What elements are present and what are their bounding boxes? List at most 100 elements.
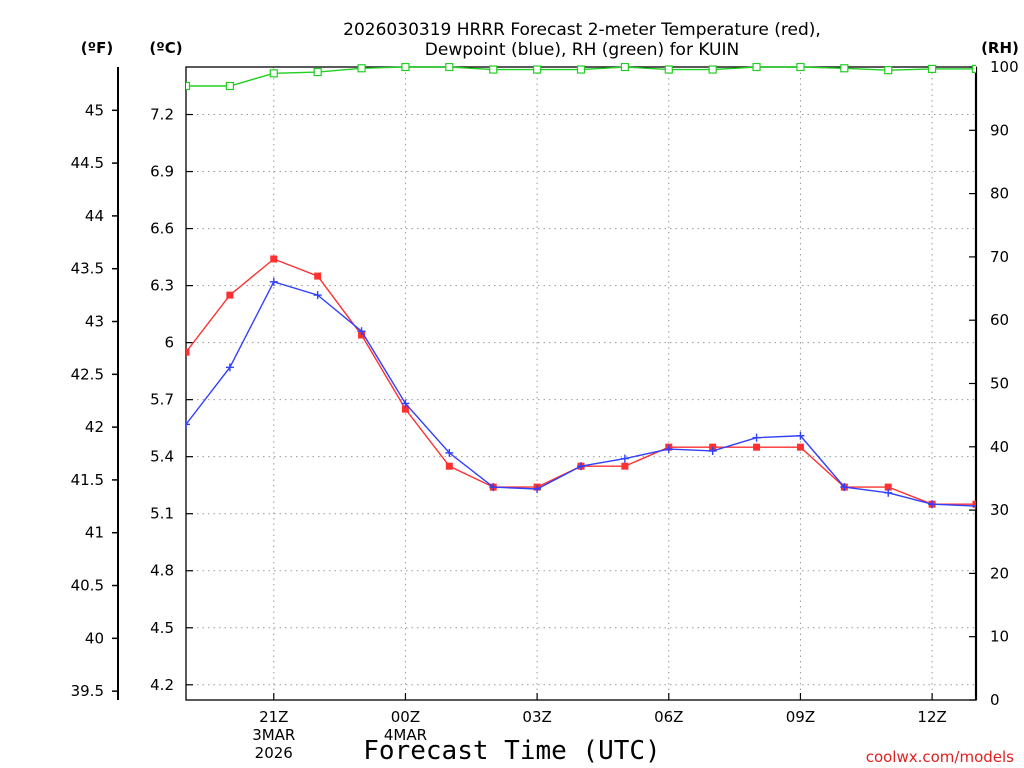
dewpoint-point — [313, 291, 322, 300]
temperature-point — [270, 255, 278, 263]
celsius-tick-label: 6.6 — [150, 220, 174, 238]
rh-point — [752, 63, 761, 72]
celsius-tick-label: 5.4 — [150, 448, 174, 466]
rh-tick-label: 30 — [990, 501, 1009, 519]
temperature-point — [314, 272, 322, 280]
dewpoint-point — [664, 445, 673, 454]
temperature-point — [226, 291, 234, 299]
rh-point — [664, 65, 673, 74]
rh-tick-label: 20 — [990, 564, 1009, 582]
temperature-point — [753, 443, 761, 451]
dewpoint-point — [225, 363, 234, 372]
dewpoint-point — [840, 483, 849, 492]
rh-tick-label: 50 — [990, 375, 1009, 393]
unit-label-rh: (RH) — [981, 39, 1019, 57]
fahrenheit-tick-label: 45 — [85, 101, 104, 119]
plot-frame — [185, 66, 977, 701]
x-axis-title: Forecast Time (UTC) — [363, 736, 660, 766]
dewpoint-point — [357, 327, 366, 336]
fahrenheit-tick-label: 41.5 — [71, 471, 104, 489]
x-tick-label: 3MAR — [252, 726, 295, 744]
dewpoint-point — [928, 500, 937, 509]
grid-lines — [186, 67, 976, 700]
rh-tick-label: 100 — [990, 58, 1019, 76]
tick-labels: 39.5 40 40.5 41 41.5 42 42.5 43 43.5 44 44.5 45 4.2 4… — [71, 58, 1019, 762]
rh-point — [971, 64, 976, 73]
rh-point — [269, 69, 278, 78]
dewpoint-point — [489, 483, 498, 492]
temperature-point — [621, 462, 629, 470]
temperature-point — [796, 443, 804, 451]
rh-point — [489, 65, 498, 74]
dewpoint-point — [752, 433, 761, 442]
rh-point — [445, 63, 454, 72]
rh-point — [225, 81, 234, 91]
temperature-point — [972, 500, 976, 508]
rh-point — [796, 63, 805, 72]
rh-tick-label: 70 — [990, 248, 1009, 266]
fahrenheit-tick-label: 43 — [85, 313, 104, 331]
dewpoint-point — [577, 462, 585, 471]
rh-point — [357, 64, 366, 73]
fahrenheit-tick-label: 39.5 — [71, 682, 104, 700]
rh-point — [576, 65, 586, 74]
rh-tick-label: 40 — [990, 438, 1009, 456]
rh-point — [884, 66, 893, 75]
x-tick-label: 2026 — [255, 744, 293, 762]
x-tick-label: 06Z — [654, 708, 683, 726]
x-tick-label: 12Z — [917, 708, 946, 726]
unit-label-fahrenheit: (ºF) — [81, 39, 113, 57]
fahrenheit-tick-label: 40.5 — [71, 577, 104, 595]
fahrenheit-tick-label: 42.5 — [71, 365, 104, 383]
celsius-tick-label: 6.3 — [150, 277, 174, 295]
unit-label-celsius: (ºC) — [149, 39, 182, 57]
dewpoint-point — [445, 448, 454, 457]
credit-link[interactable]: coolwx.com/models — [866, 748, 1014, 766]
celsius-tick-label: 4.5 — [150, 619, 174, 637]
temperature-point — [401, 405, 409, 413]
fahrenheit-tick-label: 44 — [85, 207, 104, 225]
celsius-tick-label: 4.2 — [150, 676, 174, 694]
rh-point — [186, 81, 191, 91]
celsius-tick-label: 5.7 — [150, 391, 174, 409]
rh-point — [533, 65, 542, 74]
rh-point — [840, 64, 849, 73]
dewpoint-line — [186, 280, 976, 507]
rh-tick-label: 80 — [990, 185, 1009, 203]
x-tick-label: 00Z — [391, 708, 420, 726]
rh-point — [620, 63, 629, 72]
rh-tick-label: 0 — [990, 691, 1000, 709]
dewpoint-point — [884, 488, 893, 497]
dewpoint-point — [533, 485, 542, 493]
dewpoint-point — [972, 502, 976, 511]
chart-title-line1: 2026030319 HRRR Forecast 2-meter Tempera… — [343, 20, 821, 40]
data-series — [186, 63, 976, 511]
dewpoint-point — [269, 277, 278, 286]
rh-point — [708, 65, 717, 74]
dewpoint-point — [401, 399, 410, 408]
fahrenheit-tick-label: 40 — [85, 629, 104, 647]
axes — [112, 66, 978, 701]
x-tick-label: 03Z — [522, 708, 551, 726]
x-tick-label: 4MAR — [384, 726, 427, 744]
rh-point — [313, 67, 322, 77]
rh-tick-label: 60 — [990, 311, 1009, 329]
x-tick-label: 21Z — [259, 708, 288, 726]
fahrenheit-tick-label: 41 — [85, 524, 104, 542]
celsius-tick-label: 7.2 — [150, 106, 174, 124]
celsius-tick-label: 6.9 — [150, 163, 174, 181]
celsius-tick-label: 5.1 — [150, 505, 174, 523]
dewpoint-point — [708, 446, 717, 455]
dewpoint-point — [620, 454, 629, 463]
rh-tick-label: 90 — [990, 121, 1009, 139]
temperature-point — [445, 462, 453, 470]
fahrenheit-tick-label: 43.5 — [71, 260, 104, 278]
fahrenheit-tick-label: 44.5 — [71, 154, 104, 172]
temperature-point — [186, 348, 190, 356]
temperature-point — [884, 483, 892, 491]
celsius-tick-label: 6 — [164, 334, 174, 352]
x-tick-label: 09Z — [786, 708, 815, 726]
rh-point — [928, 64, 937, 73]
rh-point — [401, 63, 410, 72]
